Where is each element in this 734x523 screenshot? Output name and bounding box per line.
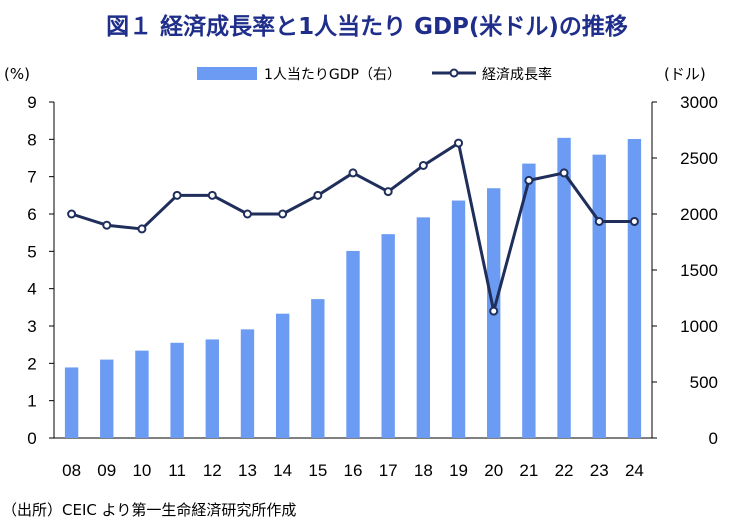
gdp-bar [451,200,466,438]
x-tick-label: 14 [273,461,292,480]
growth-point [524,175,534,185]
source-note: （出所）CEIC より第一生命経済研究所作成 [2,501,296,519]
gdp-bar [135,350,149,438]
growth-point [383,187,393,197]
growth-line-series [67,138,639,316]
right-axis-ticks: 0 500 1000 1500 2000 2500 3000 [652,93,718,448]
gdp-bar [627,138,642,438]
left-tick-label: 4 [27,280,36,299]
growth-point [313,190,323,200]
left-tick-label: 7 [27,168,36,187]
left-tick-label: 6 [27,205,36,224]
growth-point [102,220,112,230]
gdp-bar [275,313,290,438]
growth-point [559,168,569,178]
gdp-bar [557,137,571,438]
x-tick-label: 12 [203,461,222,480]
x-tick-label: 13 [238,461,257,480]
x-tick-label: 17 [379,461,398,480]
left-axis-ticks: 0 1 2 3 4 5 6 7 8 9 [27,93,54,448]
gdp-bar [100,359,114,438]
gdp-bar [311,299,325,438]
legend-label-growth: 経済成長率 [482,66,552,83]
left-tick-label: 1 [27,392,36,411]
gdp-bar [522,163,536,438]
gdp-bar [205,339,219,438]
right-axis-unit: (ドル) [664,65,706,83]
x-tick-label: 16 [344,461,363,480]
growth-point [489,306,499,316]
legend-label-gdp: 1人当たりGDP（右） [264,67,401,83]
x-tick-label: 21 [519,461,538,480]
chart-title: 図１ 経済成長率と1人当たり GDP(米ドル)の推移 [106,13,628,40]
x-tick-label: 20 [484,461,503,480]
growth-point [629,216,639,226]
x-tick-label: 15 [308,461,327,480]
x-tick-label: 09 [97,461,116,480]
growth-point [207,190,217,200]
x-axis-ticks: 08 09 10 11 12 13 14 15 16 17 18 19 20 21 22 23 24 [62,461,644,480]
growth-point [67,209,77,219]
growth-point [278,209,288,219]
right-tick-label: 1000 [680,317,718,336]
legend: 1人当たりGDP（右） 経済成長率 [197,66,552,83]
gdp-bar [240,329,255,438]
gdp-bar [346,250,360,438]
x-tick-label: 11 [168,461,186,480]
growth-point [137,224,147,234]
x-tick-label: 08 [62,461,81,480]
growth-point [454,138,464,148]
x-tick-label: 18 [414,461,433,480]
right-tick-label: 2500 [680,149,718,168]
growth-point [594,216,604,226]
left-tick-label: 5 [27,242,36,261]
x-tick-label: 23 [590,461,609,480]
x-tick-label: 10 [132,461,151,480]
gdp-bar [592,154,606,438]
x-tick-label: 19 [449,461,468,480]
growth-point [348,168,358,178]
right-tick-label: 1500 [680,261,718,280]
gdp-bar [381,234,395,438]
left-tick-label: 2 [27,354,36,373]
right-tick-label: 500 [690,373,718,392]
x-tick-label: 24 [625,461,644,480]
right-tick-label: 3000 [680,93,718,112]
growth-point [418,160,428,170]
x-tick-label: 22 [555,461,574,480]
gdp-bars [64,137,642,438]
gdp-bar [170,342,184,438]
legend-line-marker [449,68,459,78]
left-tick-label: 9 [27,93,36,112]
gdp-bar [416,217,431,438]
legend-bar-swatch [197,67,257,80]
right-tick-label: 0 [709,429,718,448]
left-tick-label: 8 [27,130,36,149]
right-tick-label: 2000 [680,205,718,224]
growth-point [242,209,252,219]
left-axis-unit: (%) [4,65,30,83]
left-tick-label: 0 [27,429,36,448]
gdp-bar [64,367,79,438]
growth-point [172,190,182,200]
left-tick-label: 3 [27,317,36,336]
